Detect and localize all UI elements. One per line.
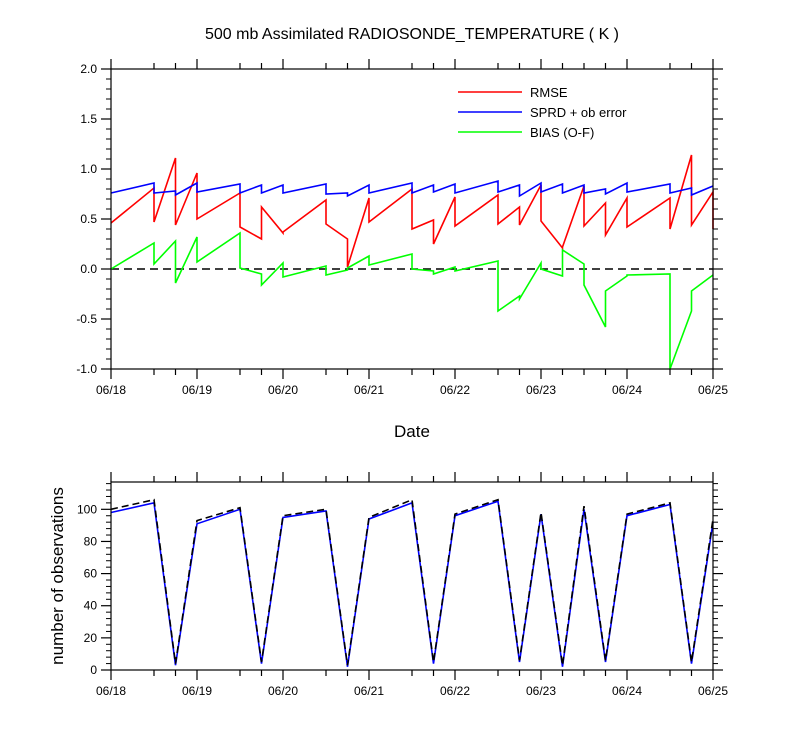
y-tick-label: -1.0 [76,362,97,376]
series-line-assimilated [110,500,714,667]
series-line-rmse [110,154,714,268]
y-tick-label: 1.0 [80,162,97,176]
y-tick-label: -0.5 [76,312,97,326]
y-tick-label: 20 [84,631,98,645]
x-tick-label: 06/24 [612,383,642,397]
series-lines [110,154,714,370]
y-axis-title: number of observations [48,487,67,665]
y-tick-label: 100 [77,502,97,516]
x-tick-label: 06/20 [268,684,298,698]
x-tick-label: 06/19 [182,684,212,698]
y-tick-label: 80 [84,534,98,548]
y-tick-label: 1.5 [80,112,97,126]
y-tick-label: 0 [90,663,97,677]
x-tick-label: 06/24 [612,684,642,698]
x-tick-label: 06/18 [96,684,126,698]
x-tick-label: 06/23 [526,684,556,698]
x-tick-label: 06/25 [698,383,728,397]
y-tick-label: 0.0 [80,262,97,276]
chart-title: 500 mb Assimilated RADIOSONDE_TEMPERATUR… [205,26,619,43]
y-tick-label: 60 [84,567,98,581]
x-tick-label: 06/21 [354,684,384,698]
series-line-bias-o-f [110,231,714,370]
x-tick-label: 06/23 [526,383,556,397]
plot-frame-border [110,481,714,671]
y-tick-label: 0.5 [80,212,97,226]
series-line-sprd-ob-error [110,179,714,198]
x-tick-label: 06/18 [96,383,126,397]
top-chart-panel: 500 mb Assimilated RADIOSONDE_TEMPERATUR… [76,26,728,441]
legend-label-sprd-ob-error: SPRD + ob error [530,105,627,120]
x-tick-label: 06/21 [354,383,384,397]
series-line-possible [110,498,714,666]
y-tick-label: 40 [84,599,98,613]
plot-frame [110,481,714,671]
axis-ticks [101,472,723,680]
x-tick-label: 06/22 [440,383,470,397]
series-lines [110,498,714,667]
x-tick-label: 06/25 [698,684,728,698]
bottom-chart-panel: 06/18 06/19 06/20 06/21 06/22 06/23 06/24 06/25… [48,472,728,698]
tick-labels: 06/18 06/19 06/20 06/21 06/22 06/23 06/24 06/25… [77,502,728,698]
x-axis-title: Date [394,422,430,441]
x-tick-label: 06/19 [182,383,212,397]
x-tick-label: 06/22 [440,684,470,698]
axis-ticks [101,59,723,379]
legend-label-rmse: RMSE [530,85,568,100]
legend: RMSE SPRD + ob error BIAS (O-F) [458,85,627,140]
x-tick-label: 06/20 [268,383,298,397]
y-tick-label: 2.0 [80,62,97,76]
tick-labels: 06/18 06/19 06/20 06/21 06/22 06/23 06/24 06/25… [76,62,728,397]
legend-label-bias-o-f: BIAS (O-F) [530,125,594,140]
